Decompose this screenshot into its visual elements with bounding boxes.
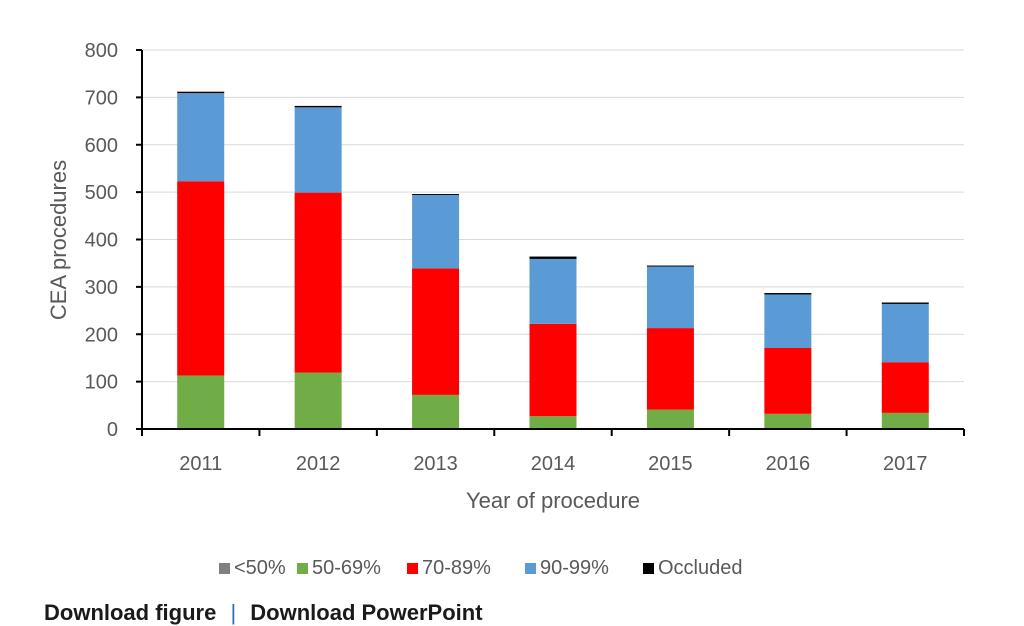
bar-segment [295, 107, 342, 192]
x-tick-labels: 2011 2012 2013 2014 2015 2016 2017 [179, 453, 927, 475]
link-separator: | [230, 600, 236, 625]
bar-segment [530, 257, 577, 259]
x-tick-label: 2016 [766, 453, 811, 475]
legend-label: <50% [234, 557, 286, 579]
y-tick-label: 300 [85, 277, 118, 299]
bar-segment [177, 92, 224, 93]
bar-segment [882, 304, 929, 362]
y-tick-label: 800 [85, 40, 118, 62]
bar-segment [530, 259, 577, 324]
bar-segment [882, 413, 929, 429]
y-tick-label: 100 [85, 372, 118, 394]
x-tick-label: 2011 [179, 453, 222, 475]
bar-segment [647, 328, 694, 409]
legend-label: Occluded [658, 557, 743, 579]
bar-segment [647, 267, 694, 329]
bar-segment [177, 375, 224, 428]
x-axis-title: Year of procedure [466, 488, 640, 513]
download-powerpoint-link[interactable]: Download PowerPoint [250, 600, 482, 625]
bar-segment [764, 348, 811, 414]
download-links: Download figure | Download PowerPoint [44, 600, 483, 626]
y-axis-title: CEA procedures [46, 160, 71, 320]
bar-segment [764, 294, 811, 348]
bar-segment [764, 293, 811, 294]
bar-segment [412, 395, 459, 429]
legend-label: 90-99% [540, 557, 609, 579]
legend: <50% 50-69% 70-89% 90-99% Occluded [219, 557, 743, 579]
bar-segment [882, 362, 929, 413]
x-tick-label: 2014 [531, 453, 576, 475]
y-tick-labels: 0 100 200 300 400 500 600 700 800 [85, 40, 118, 441]
bar-segment [647, 410, 694, 429]
y-tick-label: 400 [85, 230, 118, 252]
y-tick-label: 200 [85, 324, 118, 346]
bar-segment [412, 195, 459, 268]
bar-segment [177, 181, 224, 375]
bar-segment [530, 324, 577, 416]
y-tick-label: 700 [85, 87, 118, 109]
bar-segment [412, 194, 459, 195]
legend-label: 70-89% [422, 557, 491, 579]
x-tick-label: 2017 [883, 453, 928, 475]
bar-segment [295, 373, 342, 428]
y-tick-label: 0 [107, 419, 118, 441]
bar-segment [530, 416, 577, 428]
legend-swatch [219, 563, 230, 574]
y-tick-label: 500 [85, 182, 118, 204]
bar-segment [412, 268, 459, 394]
x-tick-label: 2015 [648, 453, 693, 475]
legend-swatch [525, 563, 536, 574]
bar-segment [295, 193, 342, 373]
bar-segment [764, 414, 811, 429]
bar-segment [647, 266, 694, 267]
download-figure-link[interactable]: Download figure [44, 600, 216, 625]
legend-swatch [407, 563, 418, 574]
bar-segment [295, 106, 342, 107]
x-tick-label: 2013 [413, 453, 458, 475]
bar-segment [882, 303, 929, 304]
legend-swatch [297, 563, 308, 574]
bars [177, 92, 929, 429]
legend-label: 50-69% [312, 557, 381, 579]
x-tick-label: 2012 [296, 453, 341, 475]
y-tick-label: 600 [85, 135, 118, 157]
legend-swatch [643, 563, 654, 574]
bar-segment [177, 93, 224, 181]
